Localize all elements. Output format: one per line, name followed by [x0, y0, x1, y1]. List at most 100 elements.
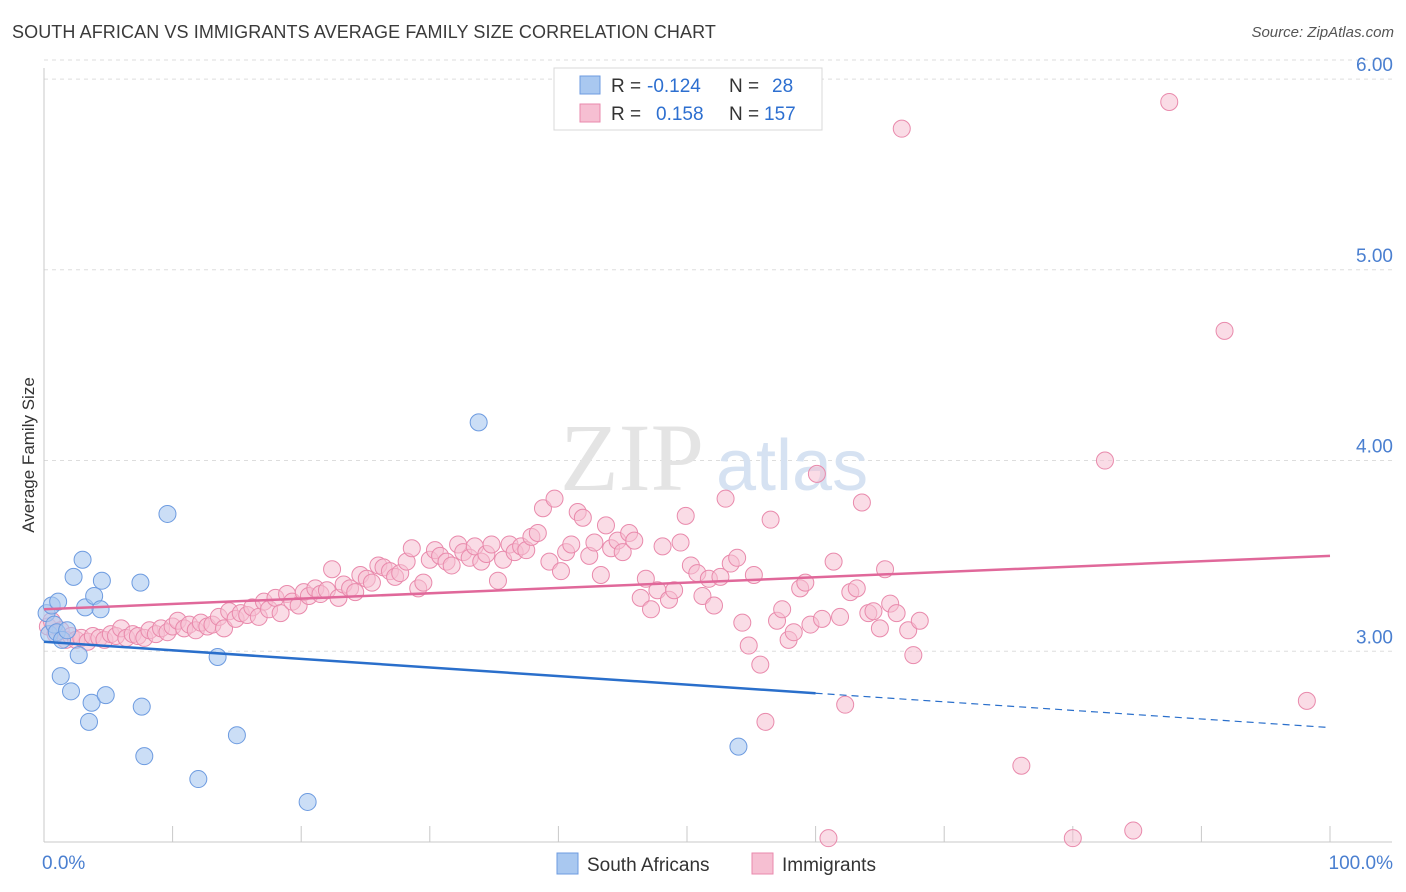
immigrants-point: [892, 119, 911, 138]
bottom-legend-immigrants: Immigrants: [782, 855, 876, 876]
immigrants-point: [705, 596, 724, 615]
bottom-legend-swatch-south-africans: [556, 852, 579, 875]
immigrants-point: [402, 539, 421, 558]
immigrants-point: [716, 489, 735, 508]
legend-n-label-2: N =: [729, 104, 759, 125]
immigrants-point: [1063, 829, 1082, 848]
immigrants-point: [864, 602, 883, 621]
y-tick-label: 3.00: [1356, 627, 1393, 648]
immigrants-point: [482, 535, 501, 554]
south-africans-point: [69, 646, 88, 665]
x-tick-label: 0.0%: [42, 853, 85, 874]
south-africans-point: [131, 573, 150, 592]
immigrants-point: [545, 489, 564, 508]
immigrants-point: [773, 600, 792, 619]
watermark: ZIP atlas: [560, 404, 868, 511]
south-africans-point: [73, 550, 92, 569]
immigrants-point: [756, 712, 775, 731]
immigrants-point: [739, 636, 758, 655]
south-africans-point: [132, 697, 151, 716]
immigrants-point: [665, 581, 684, 600]
immigrants-point: [899, 621, 918, 640]
immigrants-point: [733, 613, 752, 632]
south-africans-point: [96, 686, 115, 705]
south-africans-point: [729, 737, 748, 756]
immigrants-point: [562, 535, 581, 554]
immigrants-point: [653, 537, 672, 556]
south-africans-point: [208, 647, 227, 666]
south-africans-point: [80, 712, 99, 731]
immigrants-point: [528, 524, 547, 543]
south-africans-trend-line: [43, 640, 816, 695]
y-axis-label: Average Family Size: [19, 377, 38, 533]
immigrants-point: [215, 619, 234, 638]
immigrants-point: [887, 604, 906, 623]
legend-r-label-2: R =: [611, 104, 641, 125]
legend-swatch-immigrants: [579, 103, 601, 123]
immigrants-point: [1124, 821, 1143, 840]
immigrants-point: [631, 588, 650, 607]
south-africans-point: [91, 600, 110, 619]
immigrants-point: [442, 556, 461, 575]
immigrants-point: [807, 464, 826, 483]
immigrants-point: [414, 573, 433, 592]
immigrants-point: [852, 493, 871, 512]
immigrants-point: [836, 695, 855, 714]
legend-r-value-2: 0.158: [656, 104, 704, 125]
immigrants-point: [488, 571, 507, 590]
chart-title: SOUTH AFRICAN VS IMMIGRANTS AVERAGE FAMI…: [12, 22, 716, 42]
immigrants-point: [1095, 451, 1114, 470]
immigrants-point: [573, 508, 592, 527]
south-africans-point: [189, 770, 208, 789]
immigrants-point: [676, 506, 695, 525]
chart-source: Source: ZipAtlas.com: [1251, 24, 1394, 41]
immigrants-point: [693, 586, 712, 605]
y-tick-label: 5.00: [1356, 246, 1393, 267]
immigrants-trend-line: [43, 554, 1331, 611]
south-africans-point: [64, 567, 83, 586]
immigrants-point: [323, 560, 342, 579]
immigrants-points: [38, 92, 1316, 848]
trend-layer: [43, 554, 1331, 729]
immigrants-point: [1215, 321, 1234, 340]
immigrants-point: [910, 611, 929, 630]
legend-r-label-1: R =: [611, 76, 641, 97]
south-africans-point: [227, 726, 246, 745]
south-africans-points: [37, 413, 748, 811]
y-tick-label: 6.00: [1356, 55, 1393, 76]
south-africans-point: [92, 571, 111, 590]
legend-swatch-south-africans: [579, 75, 601, 95]
south-africans-point: [82, 693, 101, 712]
x-tick-label: 100.0%: [1329, 853, 1394, 874]
y-tick-label: 4.00: [1356, 437, 1393, 458]
top-legend: R = -0.124 N = 28 R = 0.158 N = 157: [553, 67, 823, 131]
legend-n-label-1: N =: [729, 76, 759, 97]
south-africans-point: [62, 682, 81, 701]
immigrants-point: [585, 533, 604, 552]
immigrants-point: [784, 623, 803, 642]
immigrants-point: [1012, 756, 1031, 775]
immigrants-point: [362, 573, 381, 592]
south-africans-trend-extension: [815, 692, 1331, 729]
south-africans-point: [51, 667, 70, 686]
watermark-atlas: atlas: [716, 426, 868, 506]
immigrants-point: [870, 619, 889, 638]
south-africans-point: [298, 792, 317, 811]
legend-r-value-1: -0.124: [647, 76, 701, 97]
immigrants-point: [346, 583, 365, 602]
immigrants-point: [831, 607, 850, 626]
legend-n-value-2: 157: [764, 104, 796, 125]
south-africans-point: [469, 413, 488, 432]
immigrants-point: [1297, 691, 1316, 710]
immigrants-point: [551, 562, 570, 581]
immigrants-point: [761, 510, 780, 529]
immigrants-point: [671, 533, 690, 552]
immigrants-point: [596, 516, 615, 535]
immigrants-point: [540, 552, 559, 571]
immigrants-point: [613, 543, 632, 562]
legend-n-value-1: 28: [772, 76, 793, 97]
bottom-legend: South Africans Immigrants: [556, 852, 876, 876]
south-africans-point: [135, 747, 154, 766]
south-africans-point: [49, 592, 68, 611]
